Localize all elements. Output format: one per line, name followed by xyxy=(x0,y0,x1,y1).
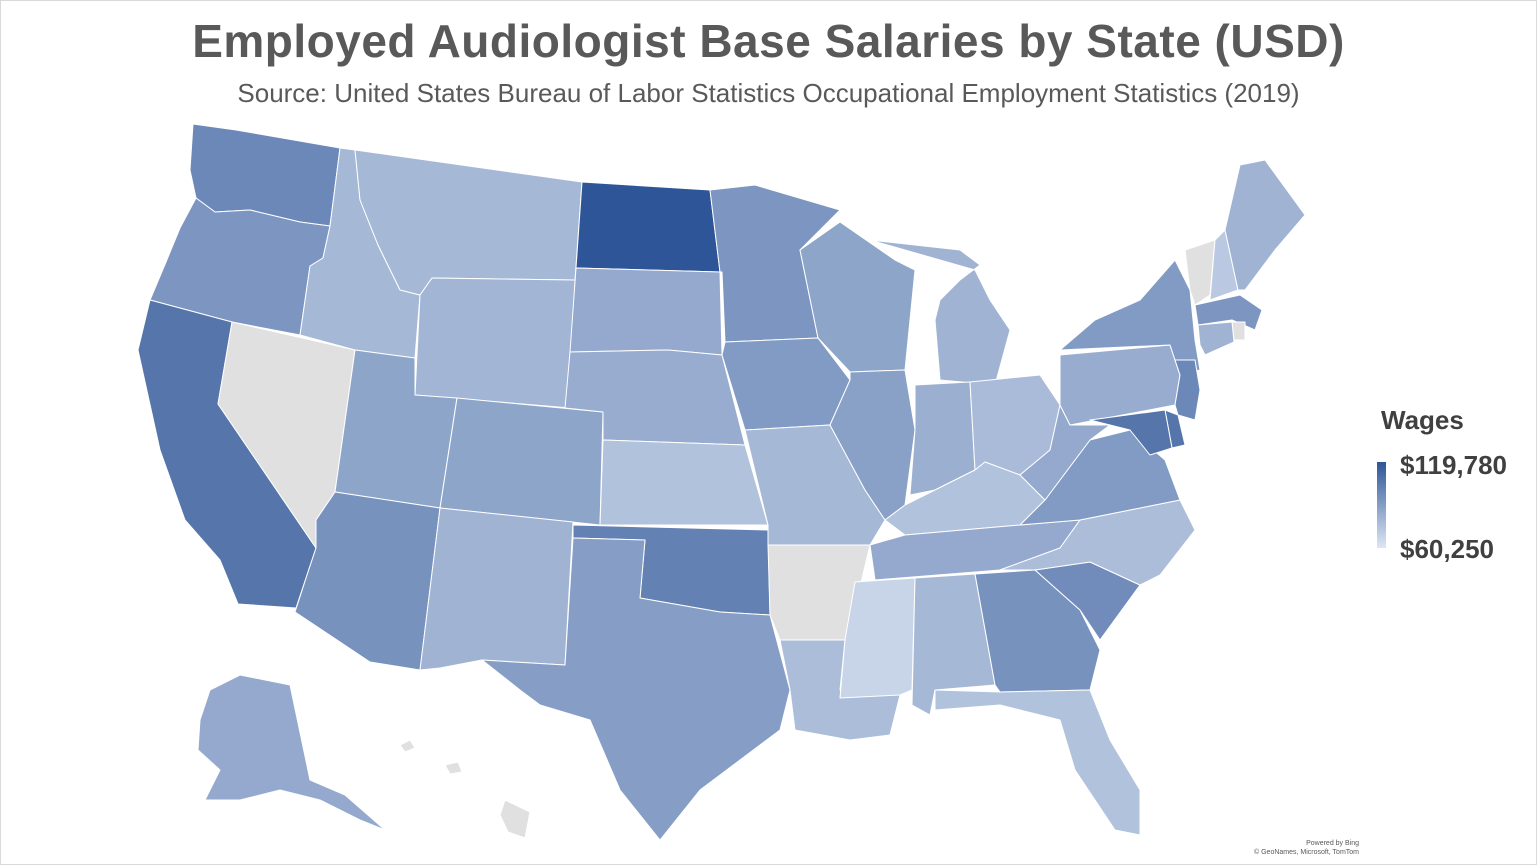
state-hi[interactable] xyxy=(399,739,531,839)
state-wv[interactable] xyxy=(1019,404,1111,501)
state-wy[interactable] xyxy=(414,277,576,409)
state-wi[interactable] xyxy=(799,221,916,373)
state-co[interactable] xyxy=(439,397,604,526)
legend-gradient-bar xyxy=(1377,462,1386,548)
map-title: Employed Audiologist Base Salaries by St… xyxy=(192,15,1345,67)
state-vt[interactable] xyxy=(1184,239,1216,306)
state-ct[interactable] xyxy=(1197,321,1235,356)
legend-title: Wages xyxy=(1381,405,1464,435)
state-ks[interactable] xyxy=(599,439,769,526)
state-me[interactable] xyxy=(1224,159,1306,291)
state-sd[interactable] xyxy=(569,267,723,356)
legend-min-label: $60,250 xyxy=(1400,534,1494,564)
map-subtitle: Source: United States Bureau of Labor St… xyxy=(237,78,1300,108)
state-md[interactable] xyxy=(1089,409,1173,456)
map-credits-text: © GeoNames, Microsoft, TomTom xyxy=(1254,849,1359,856)
state-nm[interactable] xyxy=(419,507,574,671)
state-ak[interactable] xyxy=(197,674,386,831)
state-mi[interactable] xyxy=(869,239,1011,386)
state-fl[interactable] xyxy=(934,689,1141,836)
legend-max-label: $119,780 xyxy=(1400,450,1508,480)
map-attribution: Powered by Bing © GeoNames, Microsoft, T… xyxy=(1254,839,1359,857)
state-nd[interactable] xyxy=(575,181,721,273)
state-tx[interactable] xyxy=(481,537,791,841)
state-nj[interactable] xyxy=(1174,359,1201,421)
state-az[interactable] xyxy=(294,491,441,671)
powered-by-text: Powered by Bing xyxy=(1306,840,1359,847)
